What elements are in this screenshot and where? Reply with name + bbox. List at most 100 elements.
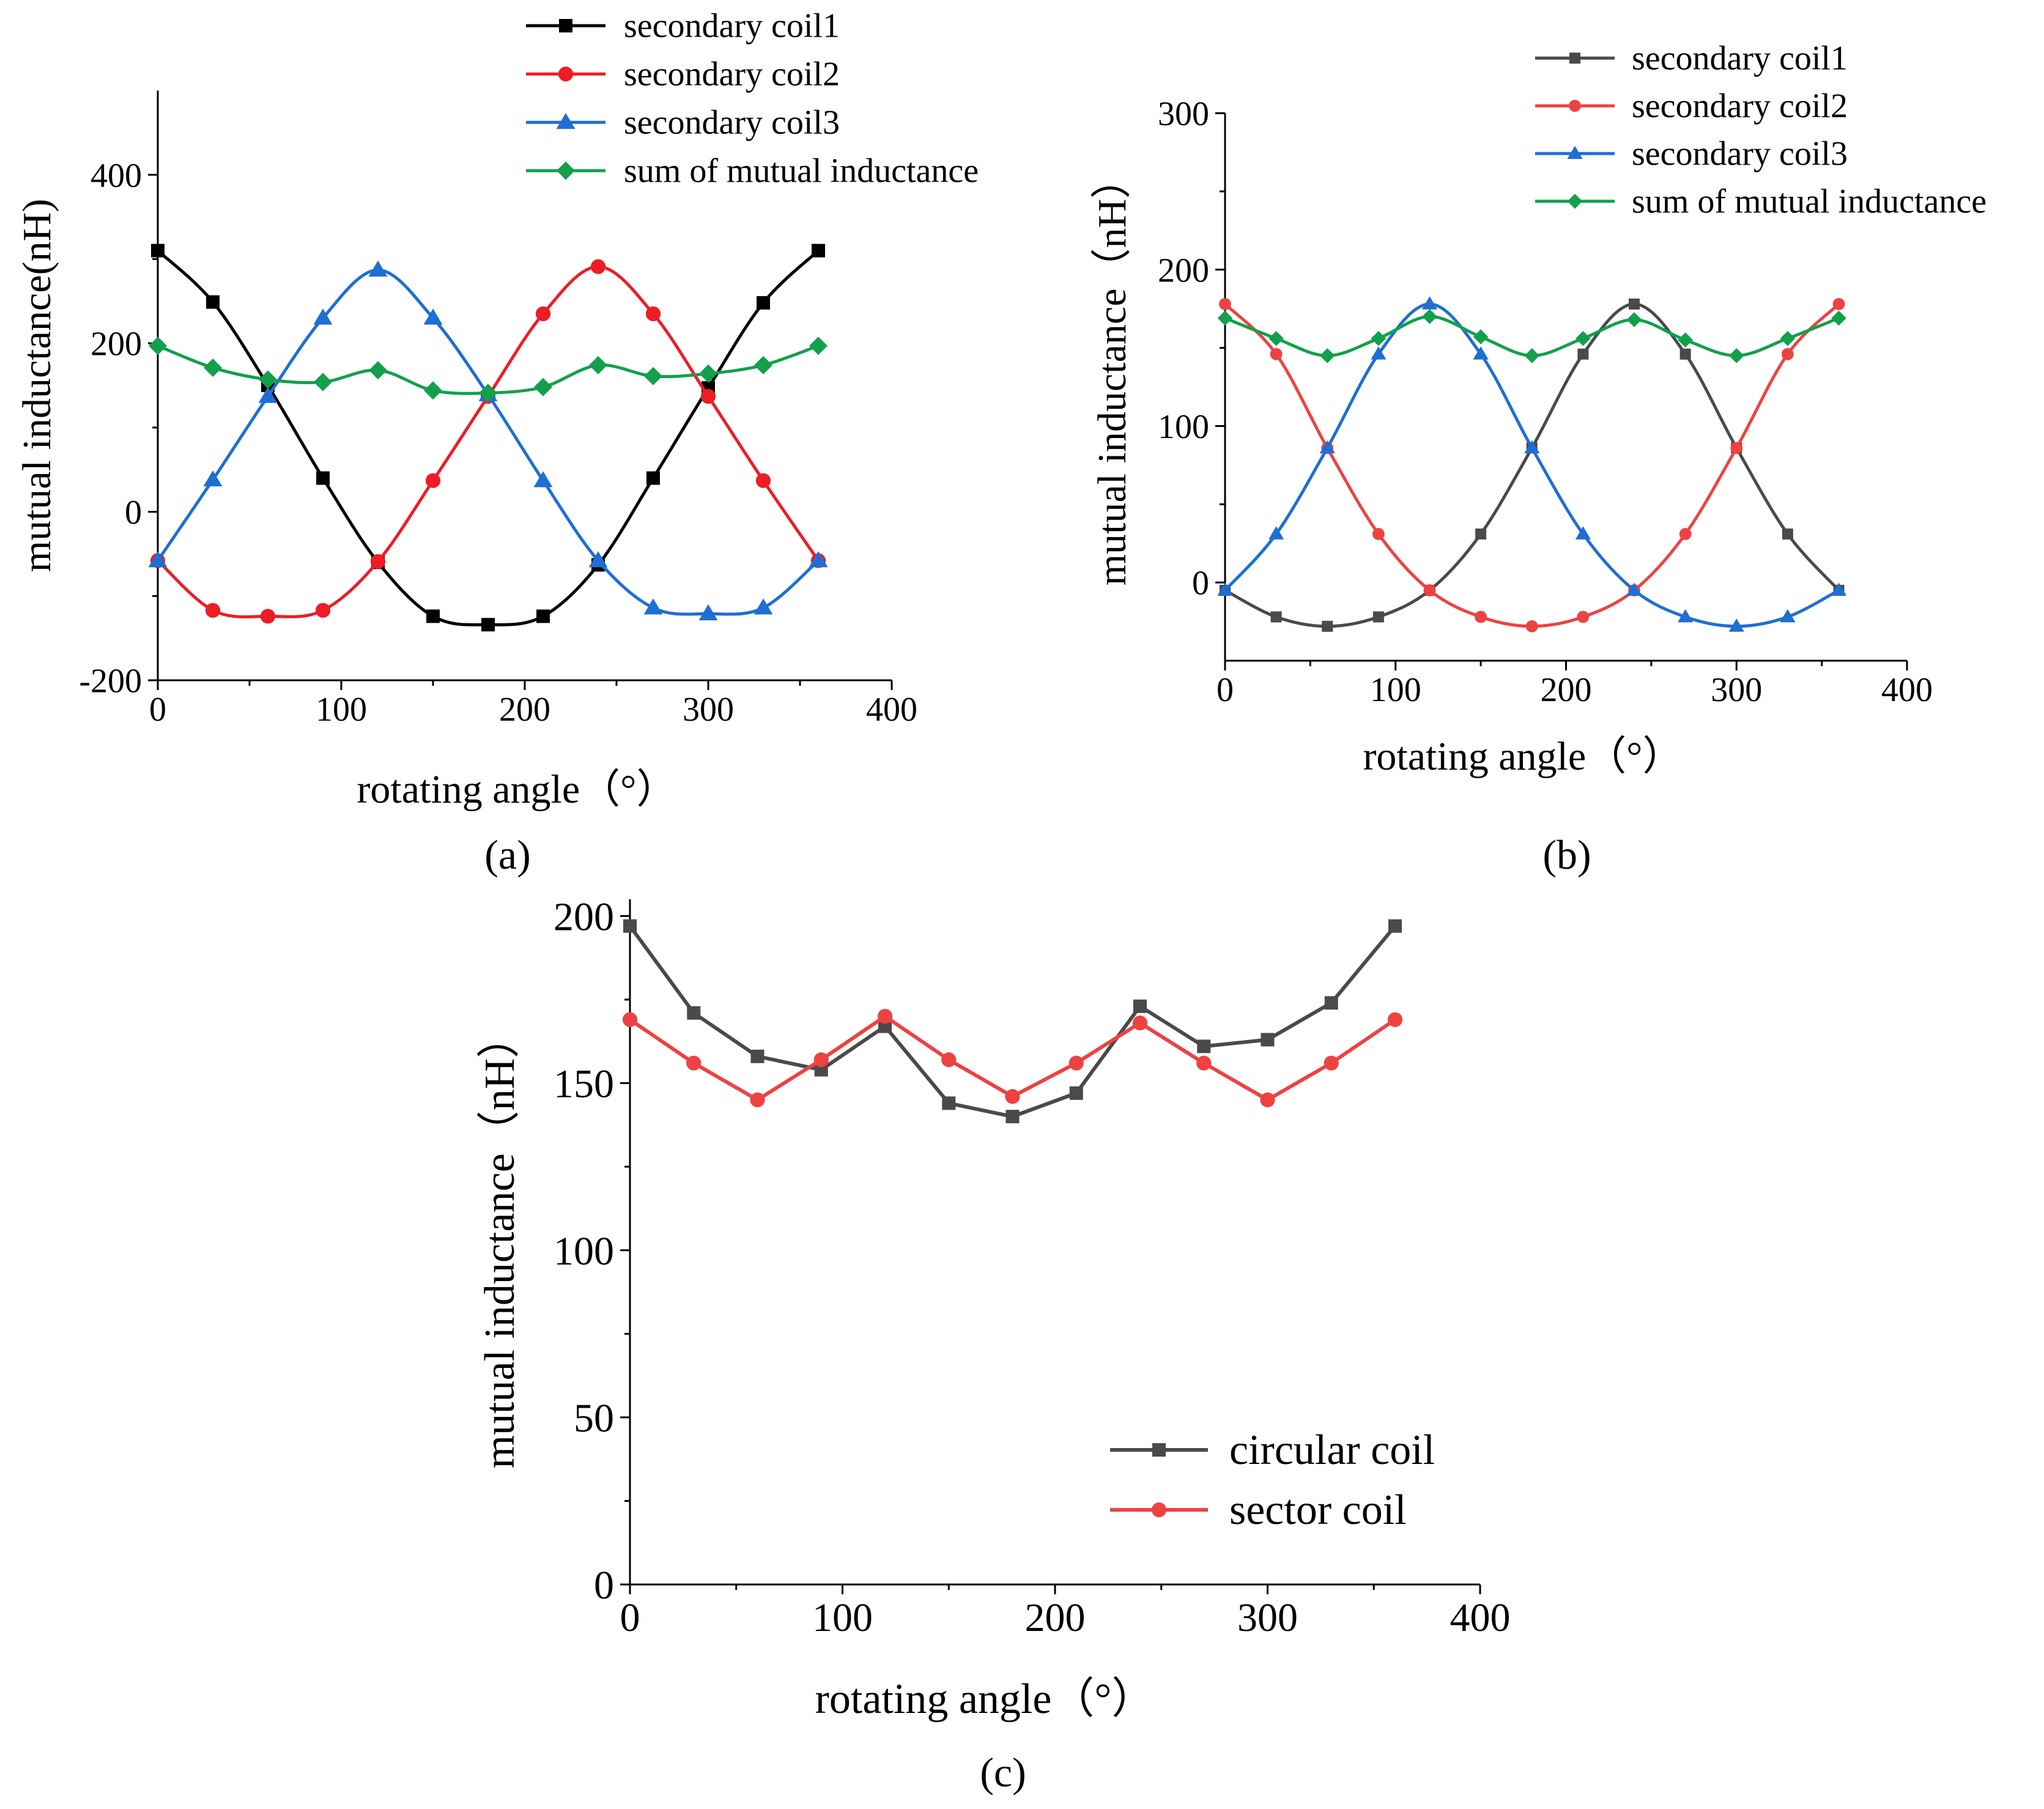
x-tick-label: 400 bbox=[866, 691, 917, 729]
legend-marker bbox=[1152, 1443, 1166, 1457]
legend-label: secondary coil1 bbox=[1632, 39, 1848, 77]
series-sum-of-mutual-inductance bbox=[1217, 309, 1846, 363]
panel-label: (c) bbox=[980, 1749, 1026, 1796]
data-point bbox=[1678, 332, 1693, 348]
data-point bbox=[623, 919, 637, 933]
legend-label: sum of mutual inductance bbox=[624, 152, 979, 190]
data-point bbox=[754, 598, 773, 615]
x-tick-label: 400 bbox=[1881, 671, 1933, 709]
data-point bbox=[1679, 527, 1692, 540]
series-line bbox=[628, 924, 1397, 1119]
data-point bbox=[814, 1063, 828, 1077]
data-point bbox=[1322, 620, 1333, 632]
data-point bbox=[878, 1019, 892, 1033]
data-point bbox=[1217, 310, 1233, 326]
data-point bbox=[1626, 582, 1642, 596]
data-point bbox=[1268, 330, 1284, 346]
x-tick-label: 400 bbox=[1450, 1595, 1511, 1640]
data-point bbox=[1005, 1110, 1020, 1124]
legend-marker bbox=[556, 113, 576, 129]
legend-marker bbox=[559, 19, 572, 32]
series-line bbox=[629, 1014, 1396, 1102]
x-tick-label: 300 bbox=[1711, 671, 1762, 709]
data-point bbox=[1132, 1016, 1148, 1031]
legend-marker bbox=[1567, 146, 1583, 159]
data-point bbox=[687, 1006, 701, 1020]
data-point bbox=[686, 1055, 702, 1071]
data-point bbox=[1197, 1039, 1211, 1053]
series-secondary-coil2 bbox=[150, 259, 826, 624]
data-point bbox=[1524, 440, 1540, 454]
data-point bbox=[315, 603, 331, 618]
data-point bbox=[204, 358, 222, 377]
panel-label: (b) bbox=[1542, 831, 1591, 878]
data-point bbox=[1371, 346, 1387, 360]
data-point bbox=[643, 598, 663, 615]
series-line bbox=[157, 249, 820, 626]
data-point bbox=[700, 388, 716, 404]
data-point bbox=[812, 243, 825, 258]
series-line bbox=[156, 268, 820, 616]
legend-marker bbox=[557, 162, 575, 180]
y-tick-label: -200 bbox=[79, 663, 142, 700]
data-point bbox=[206, 295, 220, 309]
data-point bbox=[1730, 442, 1743, 455]
data-point bbox=[314, 373, 332, 392]
panel-c: 0 100 200 300 400 0 50 100 150 200 rotating angle（… bbox=[476, 894, 1511, 1796]
data-point bbox=[1629, 298, 1640, 310]
data-point bbox=[1270, 611, 1282, 623]
legend-label: circular coil bbox=[1229, 1427, 1435, 1474]
x-axis-label: rotating angle（°） bbox=[357, 767, 676, 812]
data-point bbox=[148, 551, 168, 568]
data-point bbox=[809, 336, 828, 355]
series-line bbox=[157, 265, 820, 618]
data-point bbox=[754, 355, 772, 374]
data-point bbox=[316, 471, 330, 485]
data-point bbox=[1831, 582, 1847, 596]
legend-label: secondary coil3 bbox=[1632, 135, 1848, 173]
data-point bbox=[645, 306, 661, 322]
series-sector-coil bbox=[622, 1009, 1403, 1107]
data-point bbox=[1475, 611, 1487, 623]
data-point bbox=[368, 260, 388, 277]
data-point bbox=[1324, 996, 1338, 1010]
data-point bbox=[479, 384, 497, 403]
data-point bbox=[877, 1009, 893, 1024]
legend-marker bbox=[1567, 193, 1583, 209]
y-tick-label: 0 bbox=[594, 1563, 614, 1608]
series-secondary-coil1 bbox=[151, 243, 825, 632]
legend-marker bbox=[1569, 100, 1581, 112]
data-point bbox=[750, 1049, 765, 1063]
data-point bbox=[622, 1012, 638, 1027]
legend-marker bbox=[1151, 1502, 1167, 1518]
data-point bbox=[1525, 620, 1538, 633]
data-point bbox=[1421, 296, 1438, 310]
data-point bbox=[1524, 348, 1539, 363]
data-point bbox=[1372, 611, 1384, 623]
data-point bbox=[1319, 440, 1335, 454]
y-tick-label: 200 bbox=[554, 894, 614, 939]
data-point bbox=[1324, 1055, 1339, 1071]
data-point bbox=[1372, 527, 1385, 540]
y-tick-label: 0 bbox=[1192, 565, 1209, 603]
series-sum-of-mutual-inductance bbox=[149, 336, 828, 403]
data-point bbox=[809, 551, 828, 568]
x-tick-label: 300 bbox=[1237, 1595, 1298, 1640]
legend-label: secondary coil1 bbox=[624, 7, 840, 45]
data-point bbox=[1320, 348, 1335, 363]
data-point bbox=[1133, 999, 1147, 1013]
data-point bbox=[1005, 1089, 1020, 1104]
data-point bbox=[1261, 1033, 1275, 1047]
data-point bbox=[1260, 1092, 1275, 1107]
data-point bbox=[1217, 582, 1233, 596]
y-axis-label: mutual inductance(nH) bbox=[15, 199, 59, 572]
data-point bbox=[534, 377, 552, 396]
y-tick-label: 0 bbox=[125, 494, 142, 532]
x-tick-label: 0 bbox=[1216, 671, 1234, 709]
data-point bbox=[1729, 348, 1744, 363]
data-point bbox=[1626, 312, 1642, 327]
y-tick-label: 50 bbox=[574, 1396, 614, 1441]
data-point bbox=[1780, 330, 1796, 346]
data-point bbox=[1576, 330, 1591, 346]
